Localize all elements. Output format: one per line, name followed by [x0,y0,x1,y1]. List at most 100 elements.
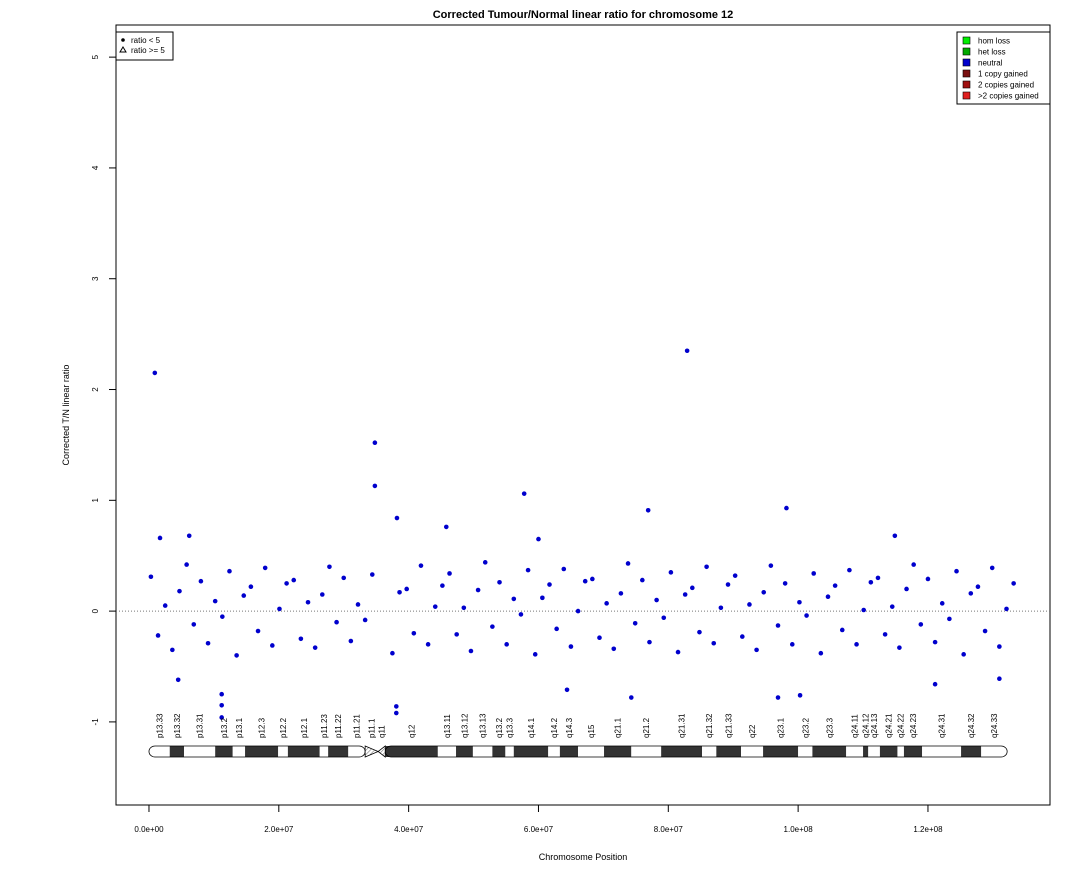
y-tick-label: 5 [91,54,100,59]
point [532,652,538,657]
point [568,644,574,649]
band-label: q13.11 [443,714,452,738]
point [882,632,888,637]
point [997,644,1002,649]
point [511,596,517,602]
x-tick-label: 1.0e+08 [784,825,814,834]
point [725,582,731,587]
point [740,634,745,639]
point [362,617,368,623]
y-tick-label: 0 [91,608,100,613]
point [784,505,789,511]
point [394,710,399,716]
band-label: q21.33 [725,713,734,738]
band-label: p13.32 [173,713,182,738]
point [968,591,974,596]
band-label: q13.13 [479,713,488,738]
point [939,601,945,606]
point [561,566,567,572]
band-label: q21.2 [642,717,651,738]
point [718,605,724,611]
point [312,645,318,650]
band-label: q12 [408,724,417,738]
ideogram-band [148,746,170,757]
point [947,616,952,622]
point [889,604,895,609]
point [547,582,552,587]
point [564,687,570,693]
point [490,624,495,629]
legend-swatch [962,36,971,45]
point [536,536,541,542]
point [219,691,224,697]
legend-label: ratio >= 5 [131,46,165,55]
point [291,577,297,583]
y-tick-label: 3 [91,276,100,281]
point [468,648,474,654]
band-label: q24.31 [938,713,947,738]
band-label: p11.23 [320,714,329,738]
point [1004,606,1009,612]
ideogram-band [578,746,605,757]
ideogram-band [763,746,799,757]
point [768,563,774,568]
point [754,647,759,653]
point [911,562,916,567]
band-label: p11.22 [334,714,343,738]
ideogram-band [716,746,742,757]
legend-swatch [962,47,971,56]
x-axis-label: Chromosome Position [539,852,628,862]
point [504,642,509,647]
point [575,608,581,614]
y-tick-label: -1 [91,718,100,726]
point [625,561,631,566]
legend-label: 1 copy gained [978,70,1028,79]
band-label: q22 [748,724,757,738]
legend-swatch [962,80,971,89]
legend-label: 2 copies gained [978,81,1034,90]
status-legend: hom loss het loss neutral 1 copy gained 2 co… [956,31,1051,105]
band-label: q21.1 [614,717,623,738]
point [175,677,181,683]
point [255,628,261,634]
point [590,576,595,582]
y-axis-label: Corrected T/N linear ratio [61,365,71,466]
point [897,645,902,650]
legend-label: >2 copies gained [978,92,1039,101]
point [220,614,225,619]
ideogram-band [245,746,279,757]
band-label: q24.22 [897,713,906,738]
point [975,584,981,590]
point [320,592,325,597]
ideogram-band [631,746,662,757]
point [804,613,809,618]
point [854,642,859,647]
band-label: q23.2 [801,717,810,738]
point [518,612,524,617]
point [668,570,674,575]
point [212,598,218,604]
point [582,578,588,584]
ideogram-outline [148,745,366,758]
point [904,586,909,592]
point [747,602,752,607]
point [797,693,803,698]
point [454,632,459,637]
x-tick-label: 2.0e+07 [264,825,294,834]
point [540,595,545,601]
band-label: q13.12 [460,713,469,738]
x-tick-label: 0.0e+00 [134,825,164,834]
band-label: p13.1 [235,717,244,738]
point [298,636,304,642]
ideogram-band [981,746,1008,757]
point [997,676,1002,681]
point [369,572,375,577]
point [162,603,168,608]
ideogram-band [169,746,185,757]
band-label: p12.3 [258,717,267,738]
band-label: q11 [378,725,387,738]
point [661,615,667,621]
band-label: q23.1 [777,717,786,738]
legend-box [956,31,1051,105]
band-label: q24.32 [967,713,976,738]
